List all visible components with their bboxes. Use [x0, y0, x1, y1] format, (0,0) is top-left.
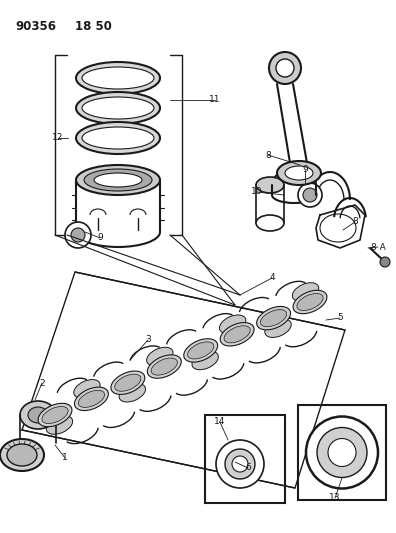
Ellipse shape	[256, 177, 284, 193]
Ellipse shape	[276, 59, 294, 77]
Ellipse shape	[265, 319, 291, 337]
Ellipse shape	[232, 456, 248, 472]
Ellipse shape	[20, 401, 56, 429]
Ellipse shape	[84, 169, 152, 191]
Ellipse shape	[94, 173, 142, 187]
Ellipse shape	[269, 52, 301, 84]
Ellipse shape	[192, 351, 218, 370]
Ellipse shape	[0, 439, 44, 471]
Text: 8: 8	[352, 217, 358, 227]
Ellipse shape	[46, 416, 72, 434]
Text: 2: 2	[39, 378, 45, 387]
Ellipse shape	[380, 257, 390, 267]
Ellipse shape	[65, 222, 91, 248]
Ellipse shape	[147, 348, 173, 366]
Ellipse shape	[115, 374, 141, 391]
Text: 3: 3	[145, 335, 151, 344]
Ellipse shape	[216, 440, 264, 488]
Ellipse shape	[220, 322, 254, 346]
Ellipse shape	[76, 165, 160, 195]
Ellipse shape	[151, 358, 177, 375]
Ellipse shape	[71, 228, 85, 242]
Text: 4: 4	[269, 273, 275, 282]
Ellipse shape	[7, 444, 37, 466]
Ellipse shape	[292, 282, 319, 301]
Ellipse shape	[184, 339, 218, 362]
Ellipse shape	[256, 215, 284, 231]
Ellipse shape	[78, 390, 105, 407]
Text: 14: 14	[214, 417, 226, 426]
Ellipse shape	[147, 355, 181, 378]
Ellipse shape	[76, 122, 160, 154]
Ellipse shape	[42, 407, 68, 424]
Ellipse shape	[224, 326, 250, 343]
Text: 6: 6	[245, 464, 251, 472]
Text: 18 50: 18 50	[75, 20, 112, 33]
Ellipse shape	[76, 62, 160, 94]
Ellipse shape	[285, 166, 313, 180]
Ellipse shape	[219, 315, 246, 334]
Text: 11: 11	[209, 95, 221, 104]
Ellipse shape	[74, 387, 109, 410]
Text: 8 A: 8 A	[371, 243, 385, 252]
Text: 5: 5	[337, 313, 343, 322]
Ellipse shape	[188, 342, 214, 359]
Ellipse shape	[293, 290, 327, 314]
Ellipse shape	[74, 379, 100, 398]
Ellipse shape	[303, 188, 317, 202]
Ellipse shape	[257, 306, 291, 330]
Ellipse shape	[119, 384, 145, 402]
Ellipse shape	[76, 92, 160, 124]
Text: 13: 13	[329, 494, 341, 503]
Text: 10: 10	[251, 188, 263, 197]
Ellipse shape	[306, 416, 378, 489]
Ellipse shape	[328, 439, 356, 466]
Ellipse shape	[317, 427, 367, 478]
Text: 90356: 90356	[15, 20, 56, 33]
Ellipse shape	[298, 183, 322, 207]
Bar	[205, 415, 285, 503]
Text: 8: 8	[265, 150, 271, 159]
Ellipse shape	[261, 310, 287, 327]
Ellipse shape	[82, 97, 154, 119]
Bar	[298, 405, 386, 500]
Ellipse shape	[82, 67, 154, 89]
Ellipse shape	[297, 294, 323, 311]
Ellipse shape	[277, 161, 321, 185]
Ellipse shape	[38, 403, 72, 427]
Ellipse shape	[82, 127, 154, 149]
Ellipse shape	[111, 371, 145, 394]
Ellipse shape	[225, 449, 255, 479]
Text: 1: 1	[62, 454, 68, 463]
Text: 9: 9	[97, 233, 103, 243]
Text: 12: 12	[52, 133, 64, 142]
Text: 9: 9	[302, 166, 308, 174]
Ellipse shape	[28, 407, 48, 423]
